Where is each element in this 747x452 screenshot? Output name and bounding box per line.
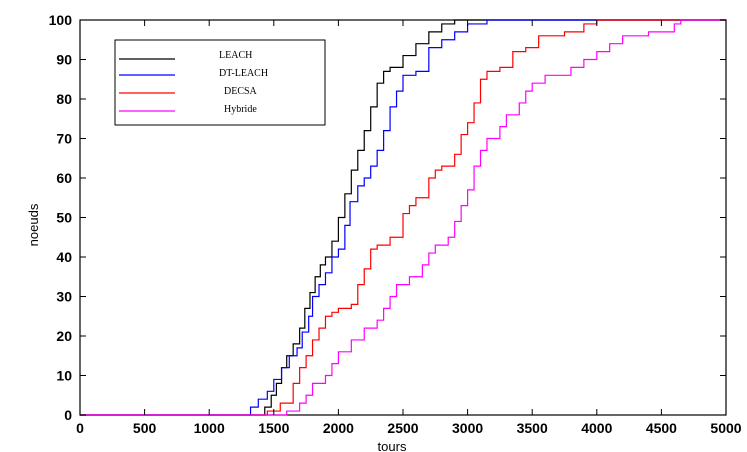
- legend-label-decsa: DECSA: [224, 86, 258, 97]
- x-tick-label: 4500: [646, 420, 677, 436]
- legend: LEACH DT-LEACH DECSA Hybride: [114, 39, 326, 126]
- y-tick-label: 90: [56, 52, 72, 68]
- y-tick-label: 40: [56, 249, 72, 265]
- series-layer: [80, 19, 726, 416]
- x-tick-label: 0: [76, 420, 84, 436]
- ticks-layer: 0 500 1000 1500 2000 2500 3000 3500 4000 4500 5000…: [49, 12, 742, 436]
- x-tick-label: 4000: [581, 420, 612, 436]
- x-tick-label: 3000: [452, 420, 483, 436]
- series-line-dt-leach: [80, 19, 726, 416]
- y-tick-label: 0: [64, 407, 72, 423]
- series-line-decsa: [80, 19, 726, 416]
- legend-label-hybride: Hybride: [224, 104, 257, 115]
- y-tick-label: 50: [56, 210, 72, 226]
- x-tick-label: 5000: [710, 420, 741, 436]
- x-axis-label: tours: [378, 439, 407, 452]
- x-tick-label: 500: [133, 420, 157, 436]
- y-tick-label: 30: [56, 289, 72, 305]
- y-tick-label: 80: [56, 91, 72, 107]
- x-tick-label: 2500: [387, 420, 418, 436]
- y-tick-label: 70: [56, 131, 72, 147]
- legend-label-leach: LEACH: [219, 50, 252, 61]
- y-tick-label: 100: [49, 12, 73, 28]
- y-axis-label: noeuds: [26, 203, 41, 246]
- y-tick-label: 60: [56, 170, 72, 186]
- legend-label-dt-leach: DT-LEACH: [219, 68, 268, 79]
- x-tick-label: 1000: [194, 420, 225, 436]
- series-line-hybride: [80, 19, 726, 416]
- y-tick-label: 20: [56, 328, 72, 344]
- x-tick-label: 3500: [517, 420, 548, 436]
- x-tick-label: 2000: [323, 420, 354, 436]
- x-tick-label: 1500: [258, 420, 289, 436]
- y-tick-label: 10: [56, 368, 72, 384]
